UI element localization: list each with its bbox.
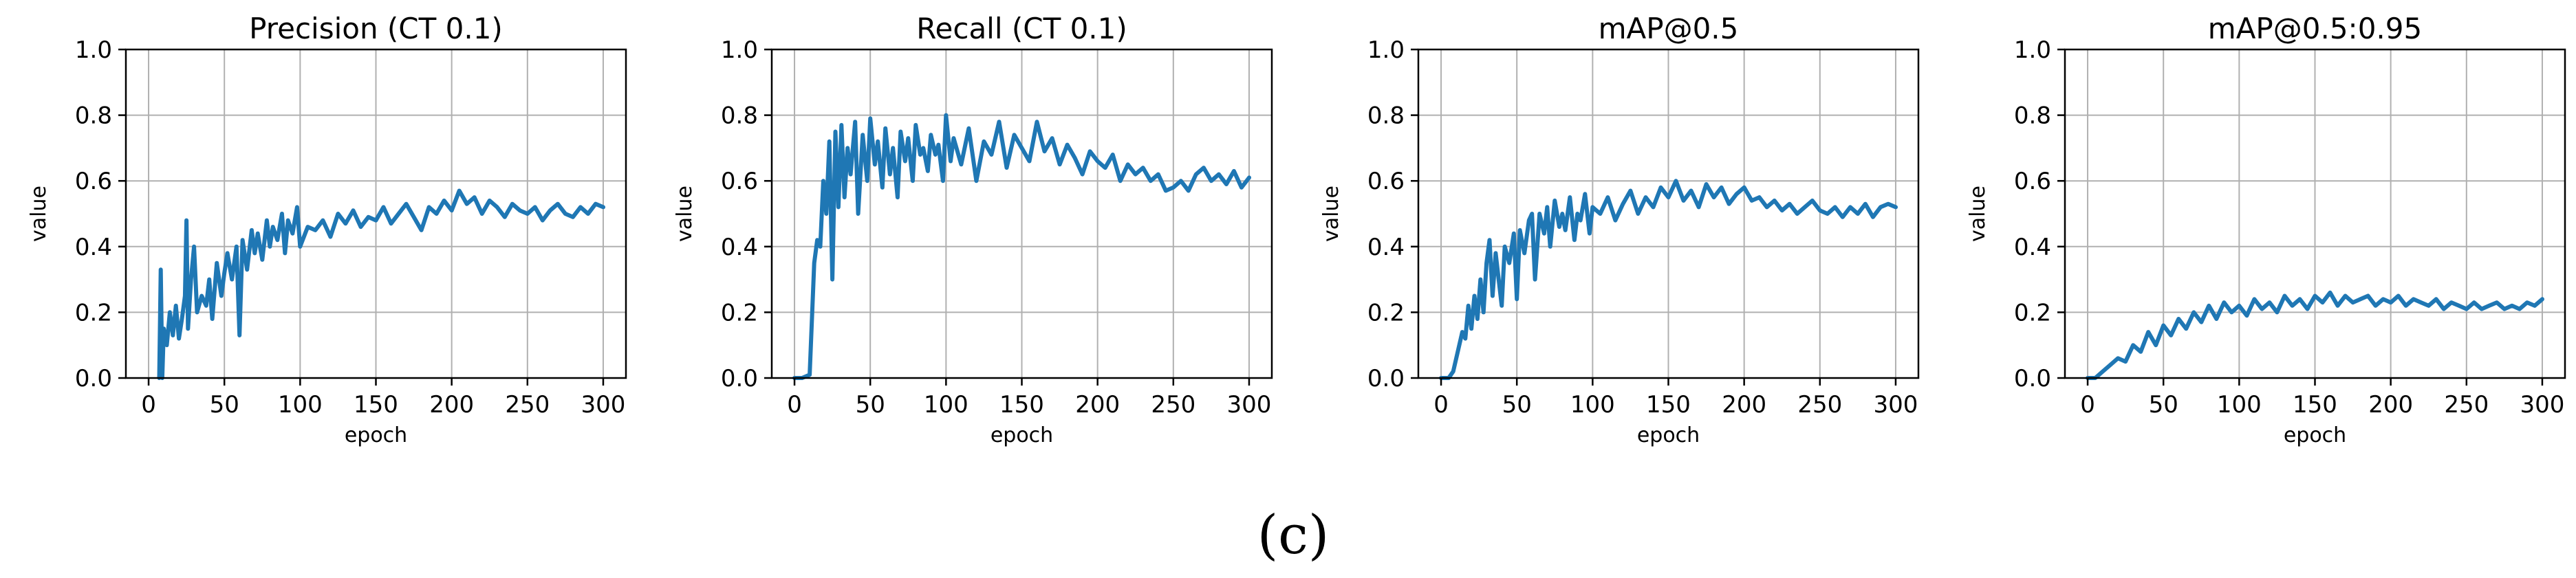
x-tick-label: 250 [1797,391,1842,419]
x-tick-label: 100 [924,391,968,419]
panel-map50-95: mAP@0.5:0.95 epoch value 0 50 100 150 200 250… [1966,12,2566,447]
y-tick-label: 0.0 [2014,365,2051,392]
x-tick-label: 0 [787,391,802,419]
y-tick-label: 0.8 [75,102,112,130]
x-tick-label: 100 [1570,391,1615,419]
x-tick-label: 200 [1075,391,1120,419]
chart-title: Precision (CT 0.1) [249,12,503,45]
x-tick-label: 100 [2217,391,2262,419]
y-tick-label: 1.0 [75,36,112,64]
x-tick-label: 150 [999,391,1044,419]
x-tick-label: 300 [1227,391,1272,419]
x-axis-label: epoch [2284,423,2346,447]
y-tick-label: 0.4 [2014,234,2051,261]
y-axis-label: value [1966,186,1990,242]
chart-title: Recall (CT 0.1) [916,12,1127,45]
x-axis-label: epoch [345,423,407,447]
y-tick-label: 0.6 [75,168,112,195]
y-axis-label: value [1319,186,1343,242]
y-tick-label: 0.6 [1367,168,1405,195]
x-tick-label: 250 [505,391,550,419]
y-tick-label: 0.8 [1367,102,1405,130]
series-line [792,113,1251,380]
y-tick-label: 0.2 [721,299,758,326]
y-tick-label: 0.8 [2014,102,2051,130]
x-tick-label: 300 [581,391,626,419]
x-tick-label: 100 [278,391,323,419]
x-tick-label: 150 [1646,391,1691,419]
y-tick-label: 0.0 [1367,365,1405,392]
x-tick-label: 200 [2368,391,2413,419]
y-tick-label: 1.0 [1367,36,1405,64]
chart-title: mAP@0.5 [1599,12,1739,45]
y-tick-label: 0.2 [1367,299,1405,326]
y-tick-label: 0.8 [721,102,758,130]
y-tick-label: 0.2 [2014,299,2051,326]
y-tick-label: 0.2 [75,299,112,326]
y-tick-label: 1.0 [2014,36,2051,64]
y-axis-label: value [27,186,51,242]
y-tick-label: 0.4 [721,234,758,261]
panel-map50: mAP@0.5 epoch value 0 50 100 150 200 250 300 0.… [1319,12,1920,447]
figure-caption: (c) [1257,504,1330,566]
x-tick-label: 150 [2293,391,2337,419]
x-tick-label: 50 [1502,391,1532,419]
x-axis-label: epoch [991,423,1053,447]
y-tick-label: 0.6 [2014,168,2051,195]
series-line [1439,179,1898,380]
x-tick-label: 250 [1151,391,1195,419]
chart-title: mAP@0.5:0.95 [2208,12,2422,45]
y-axis-label: value [673,186,697,242]
y-tick-label: 0.6 [721,168,758,195]
x-tick-label: 0 [2080,391,2095,419]
x-tick-label: 300 [2520,391,2565,419]
x-tick-label: 50 [210,391,239,419]
panel-recall: Recall (CT 0.1) epoch value 0 50 100 150 200… [673,12,1273,447]
x-tick-label: 200 [429,391,474,419]
x-tick-label: 50 [2149,391,2178,419]
series-line [157,188,605,380]
x-axis-label: epoch [1637,423,1700,447]
y-tick-label: 1.0 [721,36,758,64]
series-line [2086,290,2544,380]
y-tick-label: 0.4 [1367,234,1405,261]
y-tick-label: 0.4 [75,234,112,261]
x-tick-label: 0 [141,391,156,419]
x-tick-label: 300 [1874,391,1918,419]
x-tick-label: 200 [1722,391,1766,419]
x-tick-label: 0 [1433,391,1449,419]
panel-precision: Precision (CT 0.1) epoch value 0 50 100 150… [27,12,627,447]
x-tick-label: 50 [856,391,885,419]
y-tick-label: 0.0 [721,365,758,392]
x-tick-label: 250 [2444,391,2489,419]
y-tick-label: 0.0 [75,365,112,392]
x-tick-label: 150 [354,391,398,419]
